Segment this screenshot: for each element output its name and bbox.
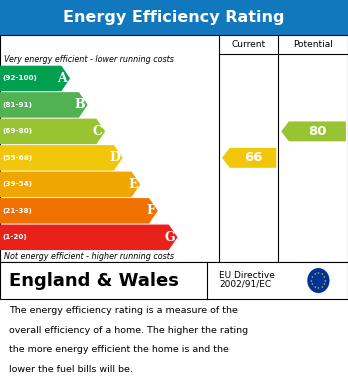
- Text: (81-91): (81-91): [3, 102, 33, 108]
- Text: Energy Efficiency Rating: Energy Efficiency Rating: [63, 10, 285, 25]
- Text: ★: ★: [311, 282, 314, 287]
- Text: ★: ★: [314, 285, 316, 289]
- Text: (55-68): (55-68): [3, 155, 33, 161]
- Polygon shape: [0, 145, 123, 170]
- Polygon shape: [0, 92, 88, 118]
- Text: 80: 80: [308, 125, 327, 138]
- Text: ★: ★: [324, 278, 327, 283]
- Text: (1-20): (1-20): [3, 234, 27, 240]
- Text: ★: ★: [310, 278, 313, 283]
- Circle shape: [307, 268, 330, 293]
- Text: C: C: [92, 125, 102, 138]
- Text: ★: ★: [311, 274, 314, 279]
- Text: ★: ★: [323, 282, 326, 287]
- Text: ★: ★: [323, 274, 326, 279]
- Text: ★: ★: [317, 286, 320, 290]
- Text: Very energy efficient - lower running costs: Very energy efficient - lower running co…: [4, 55, 174, 65]
- Text: 2002/91/EC: 2002/91/EC: [219, 280, 271, 289]
- Text: Potential: Potential: [293, 40, 333, 49]
- Text: D: D: [109, 151, 120, 164]
- Bar: [0, 0, 348, 35]
- Text: (21-38): (21-38): [3, 208, 33, 214]
- Text: The energy efficiency rating is a measure of the: The energy efficiency rating is a measur…: [9, 306, 238, 315]
- Text: ★: ★: [314, 272, 316, 276]
- Text: (69-80): (69-80): [3, 128, 33, 135]
- Bar: [0, 262, 348, 299]
- Text: ★: ★: [321, 285, 323, 289]
- Polygon shape: [281, 122, 346, 141]
- Text: Current: Current: [232, 40, 266, 49]
- Polygon shape: [0, 66, 70, 91]
- Bar: [0, 35, 348, 262]
- Text: Not energy efficient - higher running costs: Not energy efficient - higher running co…: [4, 252, 174, 261]
- Text: England & Wales: England & Wales: [9, 271, 179, 290]
- Text: B: B: [74, 99, 85, 111]
- Text: G: G: [164, 231, 175, 244]
- Text: ★: ★: [317, 271, 320, 275]
- Text: the more energy efficient the home is and the: the more energy efficient the home is an…: [9, 345, 229, 354]
- Text: overall efficiency of a home. The higher the rating: overall efficiency of a home. The higher…: [9, 326, 248, 335]
- Text: (92-100): (92-100): [3, 75, 38, 81]
- Text: (39-54): (39-54): [3, 181, 33, 187]
- Polygon shape: [0, 224, 177, 250]
- Text: EU Directive: EU Directive: [219, 271, 275, 280]
- Polygon shape: [0, 172, 140, 197]
- Text: A: A: [57, 72, 67, 85]
- Text: E: E: [128, 178, 137, 191]
- Text: ★: ★: [321, 272, 323, 276]
- Polygon shape: [0, 118, 105, 144]
- Text: 66: 66: [244, 151, 262, 164]
- Polygon shape: [222, 148, 276, 168]
- Text: lower the fuel bills will be.: lower the fuel bills will be.: [9, 365, 133, 374]
- Text: F: F: [146, 204, 155, 217]
- Polygon shape: [0, 198, 158, 224]
